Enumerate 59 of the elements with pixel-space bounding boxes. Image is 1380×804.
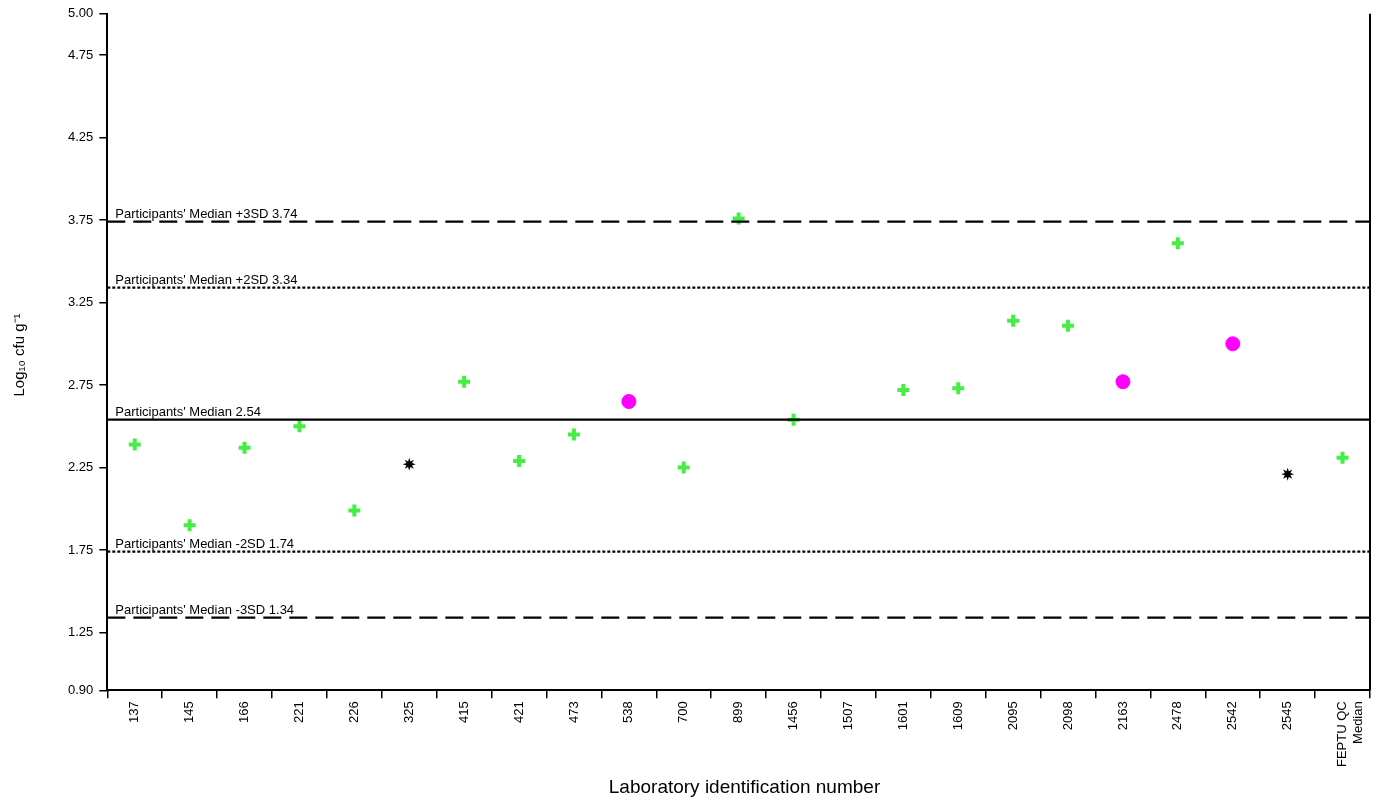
ref-line-label: Participants' Median +3SD 3.74 <box>115 205 298 221</box>
x-tick-label: 2478 <box>1169 701 1185 731</box>
point <box>1060 317 1077 334</box>
point <box>402 457 416 471</box>
point <box>346 502 363 519</box>
y-axis-title: Log₁₀ cfu g⁻¹ <box>9 313 28 397</box>
point <box>565 426 582 443</box>
point <box>950 380 967 397</box>
point <box>456 373 473 390</box>
y-tick-label: 2.75 <box>67 376 94 392</box>
ref-line-label: Participants' Median -3SD 1.34 <box>115 601 295 617</box>
x-tick-label: 2098 <box>1059 701 1075 731</box>
ref-line-label: Participants' Median -2SD 1.74 <box>115 535 295 551</box>
point <box>1281 467 1295 481</box>
x-tick-label: 415 <box>455 701 471 723</box>
x-tick-label: 1456 <box>785 701 801 731</box>
point <box>621 394 637 410</box>
y-tick-label: 4.25 <box>67 129 94 145</box>
x-tick-label: 1507 <box>840 701 856 731</box>
ref-line-label: Participants' Median 2.54 <box>115 403 261 419</box>
point <box>126 436 143 453</box>
point <box>1115 374 1131 390</box>
x-tick-label: 473 <box>565 701 581 723</box>
x-tick-label: 2163 <box>1114 701 1130 731</box>
x-tick-label: 137 <box>126 701 142 723</box>
point <box>1334 449 1351 466</box>
x-tick-label: 421 <box>510 701 526 723</box>
x-tick-label: 325 <box>400 701 416 723</box>
y-tick-label: 5.00 <box>67 5 94 21</box>
x-tick-label: 221 <box>291 701 307 723</box>
point <box>1169 235 1186 252</box>
y-tick-label: 1.75 <box>67 541 94 557</box>
x-tick-label: 700 <box>675 701 691 723</box>
y-tick-label: 2.25 <box>67 459 94 475</box>
x-tick-label: 2542 <box>1224 701 1240 731</box>
point <box>181 517 198 534</box>
point <box>730 210 747 227</box>
x-tick-label: 2545 <box>1279 701 1295 731</box>
y-tick-label: 3.75 <box>67 211 94 227</box>
ref-line-label: Participants' Median +2SD 3.34 <box>115 271 298 287</box>
point <box>1005 312 1022 329</box>
x-tick-label: 145 <box>181 701 197 723</box>
y-tick-label: 1.25 <box>67 624 94 640</box>
x-tick-label: 166 <box>236 701 252 723</box>
point <box>236 439 253 456</box>
x-tick-label: 1609 <box>949 701 965 731</box>
x-tick-label: 226 <box>345 701 361 723</box>
x-tick-label: FEPTU QC Median <box>1334 701 1365 768</box>
x-axis-title: Laboratory identification number <box>607 776 882 798</box>
y-tick-label: 4.75 <box>67 46 94 62</box>
x-tick-label: 1601 <box>894 701 910 731</box>
point <box>291 418 308 435</box>
x-tick-label: 2095 <box>1004 701 1020 731</box>
y-tick-label: 3.25 <box>67 294 94 310</box>
point <box>1225 336 1241 352</box>
x-tick-label: 538 <box>620 701 636 723</box>
point <box>675 459 692 476</box>
x-tick-label: 899 <box>730 701 746 723</box>
y-tick-label: 0.90 <box>67 681 94 697</box>
